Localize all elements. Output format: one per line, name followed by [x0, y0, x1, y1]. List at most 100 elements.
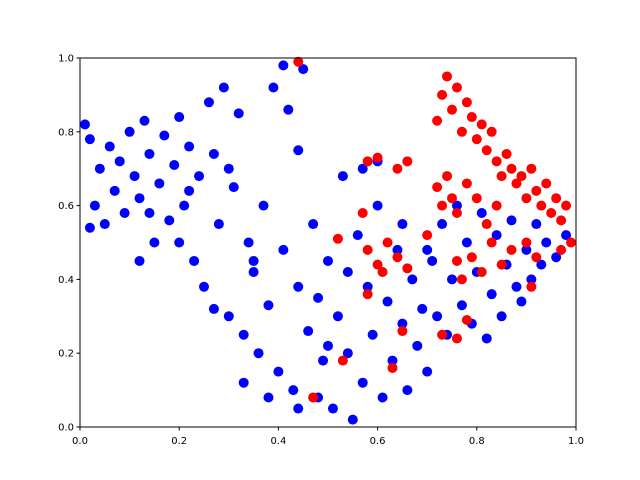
scatter-point [407, 274, 418, 285]
scatter-point [323, 255, 333, 266]
scatter-point [189, 255, 200, 266]
scatter-point [506, 163, 517, 174]
scatter-point [561, 230, 572, 241]
scatter-point [456, 274, 467, 285]
scatter-point [442, 71, 453, 82]
scatter-point [461, 178, 472, 189]
scatter-point [248, 255, 259, 266]
scatter-point [357, 207, 368, 218]
scatter-point [456, 300, 467, 311]
plot-area [79, 56, 577, 425]
scatter-point [144, 148, 155, 159]
scatter-point [451, 333, 462, 344]
scatter-point [566, 237, 577, 248]
scatter-point [357, 377, 368, 388]
scatter-point [263, 300, 274, 311]
scatter-point [486, 126, 497, 137]
scatter-point [546, 207, 557, 218]
scatter-point [134, 255, 145, 266]
scatter-point [179, 200, 190, 211]
scatter-point [442, 171, 453, 182]
scatter-point [397, 219, 408, 230]
scatter-point [84, 222, 95, 233]
scatter-point [516, 296, 527, 307]
scatter-point [293, 145, 304, 156]
axes-frame [79, 57, 577, 428]
scatter-point [402, 263, 413, 274]
scatter-point [213, 219, 224, 230]
scatter-point [313, 292, 324, 303]
scatter-point [372, 152, 383, 163]
scatter-point [382, 296, 393, 307]
scatter-point [169, 160, 180, 171]
scatter-point [392, 252, 403, 263]
scatter-point [372, 259, 383, 270]
scatter-point [521, 237, 532, 248]
scatter-point [476, 119, 487, 130]
scatter-point [422, 230, 433, 241]
scatter-point [134, 193, 145, 204]
x-tick-label: 0.6 [370, 436, 386, 447]
scatter-point [427, 255, 438, 266]
scatter-point [84, 134, 95, 145]
x-tick-label: 0.4 [270, 436, 286, 447]
scatter-point [551, 252, 562, 263]
scatter-point [481, 333, 492, 344]
scatter-point [541, 237, 552, 248]
scatter-point [362, 156, 373, 167]
scatter-point [208, 148, 219, 159]
scatter-point [337, 355, 348, 366]
scatter-point [342, 348, 353, 359]
scatter-point [293, 281, 304, 292]
scatter-point [362, 289, 373, 300]
scatter-point [104, 141, 115, 152]
scatter-point [516, 171, 527, 182]
scatter-point [471, 134, 482, 145]
y-tick-label: 1.0 [58, 54, 74, 65]
scatter-point [501, 148, 512, 159]
scatter-point [149, 237, 160, 248]
scatter-point [451, 82, 462, 93]
scatter-point [258, 200, 269, 211]
scatter-point [511, 281, 522, 292]
scatter-point [342, 267, 353, 278]
scatter-point [481, 219, 492, 230]
scatter-point [367, 329, 378, 340]
scatter-point [347, 414, 358, 425]
scatter-point [432, 182, 443, 193]
y-tick-label: 0.8 [58, 127, 74, 138]
scatter-point [432, 115, 443, 126]
scatter-point [402, 385, 413, 396]
scatter-point [253, 348, 264, 359]
y-tick-label: 0.0 [58, 423, 74, 434]
scatter-point [496, 171, 507, 182]
scatter-point [526, 274, 537, 285]
scatter-point [447, 193, 457, 204]
x-tick-label: 0.2 [171, 436, 187, 447]
scatter-point [526, 163, 537, 174]
scatter-point [506, 215, 517, 226]
scatter-point [332, 233, 343, 244]
scatter-point [238, 377, 249, 388]
scatter-point [486, 237, 497, 248]
scatter-point [362, 244, 373, 255]
scatter-point [417, 303, 428, 314]
scatter-point [471, 193, 482, 204]
scatter-point [124, 126, 135, 137]
scatter-point [451, 207, 462, 218]
scatter-point [203, 97, 214, 108]
scatter-point [521, 193, 532, 204]
scatter-point [536, 259, 547, 270]
scatter-point [144, 207, 155, 218]
scatter-point [308, 219, 319, 230]
scatter-point [288, 385, 299, 396]
scatter-point [387, 355, 398, 366]
scatter-point [139, 115, 150, 126]
y-tick-label: 0.4 [58, 275, 74, 286]
scatter-point [456, 126, 467, 137]
scatter-point [154, 178, 165, 189]
scatter-point [223, 163, 234, 174]
x-tick-label: 0.8 [469, 436, 485, 447]
scatter-point [184, 185, 195, 196]
